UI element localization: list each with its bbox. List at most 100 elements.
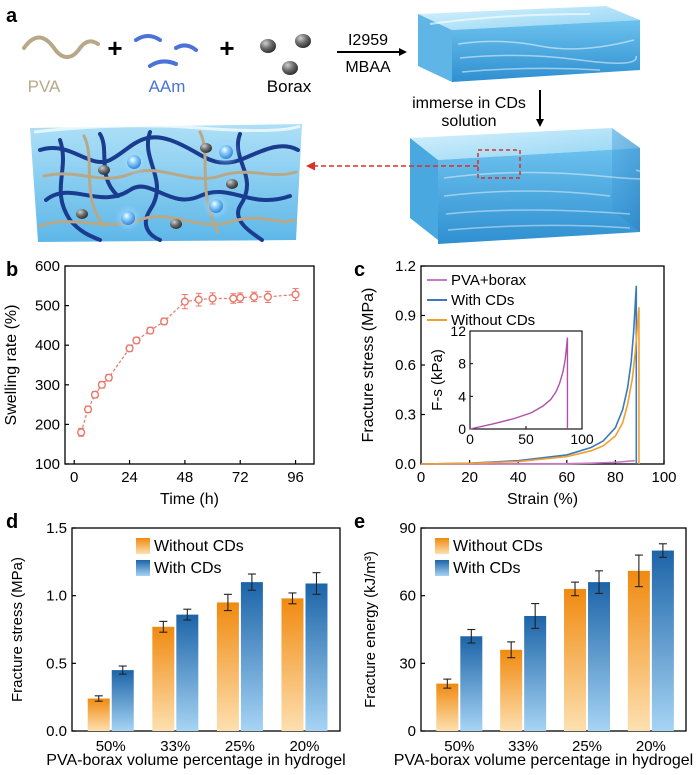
bar [564, 588, 587, 731]
y-tick-label: 60 [399, 588, 416, 605]
category-label: 33% [508, 738, 538, 755]
x-tick-label: 96 [287, 469, 304, 486]
y-tick-label: 200 [35, 416, 60, 433]
plus-sign-2: + [219, 33, 234, 63]
hydrogel-network-zoom [30, 124, 302, 242]
inset-series-line [469, 337, 569, 430]
legend-swatch [435, 538, 449, 554]
chart-e-fracture-energy: e 0 30 60 90 Fracture energy (kJ/m³) 50% 33% 25%… [354, 511, 693, 769]
y-tick-label: 0.6 [395, 357, 416, 374]
legend-label: With CDs [154, 560, 222, 577]
borax-label: Borax [267, 77, 312, 96]
y-axis-label: Fracture stress (MPa) [360, 288, 377, 443]
series-line [420, 285, 638, 465]
data-point [236, 293, 245, 302]
x-tick-label: 40 [510, 469, 527, 486]
data-point [83, 405, 93, 414]
legend-label: With CDs [451, 292, 514, 309]
panel-letter-c: c [354, 259, 365, 281]
chart-d-fracture-stress: d 0.0 0.5 1.0 1.5 Fracture stress (MPa) 50% 33%… [6, 511, 346, 769]
inset-x-tick-label: 50 [518, 431, 534, 447]
data-point [97, 380, 106, 389]
data-point [90, 390, 100, 399]
legend-label: Without CDs [451, 312, 535, 329]
inset-x-tick-label: 100 [570, 431, 594, 447]
data-point [249, 292, 259, 301]
y-tick-label: 30 [399, 655, 416, 672]
zoom-region-box [477, 149, 521, 179]
series-line [420, 307, 640, 465]
x-axis-label: PVA-borax volume percentage in hydrogel [46, 752, 345, 769]
data-point [291, 290, 300, 299]
plot-frame [64, 265, 315, 465]
data-point [194, 295, 203, 304]
category-label: 20% [289, 738, 319, 755]
y-tick-label: 500 [35, 298, 60, 315]
hydrogel-block-cds [410, 128, 653, 244]
bar [152, 626, 175, 731]
bar [216, 602, 239, 731]
y-axis-label: Swelling rate (%) [3, 305, 20, 426]
data-point [77, 428, 86, 437]
panel-letter-d: d [6, 511, 18, 533]
category-label: 33% [160, 738, 190, 755]
bar [627, 570, 650, 731]
plot-frame [420, 527, 687, 732]
bar [111, 670, 134, 731]
y-tick-label: 100 [35, 456, 60, 473]
data-point [263, 292, 272, 301]
data-point [180, 297, 189, 306]
inset-frame [469, 330, 583, 430]
y-axis-label: Fracture stress (MPa) [9, 557, 26, 702]
pva-label: PVA [28, 77, 61, 96]
panel-letter-b: b [6, 259, 18, 281]
x-axis-label: Time (h) [160, 491, 219, 508]
bar [305, 583, 328, 731]
legend-label: With CDs [453, 560, 521, 577]
legend-label: Without CDs [453, 538, 543, 555]
bar [240, 582, 263, 731]
data-point [132, 336, 141, 345]
panel-letter-e: e [354, 511, 365, 533]
data-point [229, 294, 238, 303]
x-tick-label: 80 [607, 469, 624, 486]
pva-chain-icon [22, 35, 100, 59]
data-point [146, 326, 155, 335]
panel-a-schematic: a PVA + AAm + Borax I2959 MBAA [6, 5, 653, 244]
legend-label: Without CDs [154, 538, 244, 555]
y-axis-label: Fracture energy (kJ/m³) [362, 551, 379, 708]
hydrogel-block-top [418, 6, 640, 82]
x-tick-label: 72 [232, 469, 249, 486]
category-label: 50% [444, 738, 474, 755]
aam-monomer-icon [134, 34, 198, 68]
inset-y-tick-label: 4 [458, 388, 466, 404]
legend-label: PVA+borax [451, 272, 527, 289]
inset-y-tick-label: 12 [450, 323, 466, 339]
bar [588, 582, 611, 731]
panel-a-letter: a [6, 5, 18, 27]
category-label: 25% [572, 738, 602, 755]
category-label: 20% [636, 738, 666, 755]
immerse-label-line2: solution [441, 113, 496, 130]
legend-swatch [435, 560, 449, 576]
y-tick-label: 90 [399, 520, 416, 537]
bar [87, 698, 110, 731]
series-line [80, 293, 296, 433]
plus-sign-1: + [107, 33, 122, 63]
y-tick-label: 1.0 [46, 588, 67, 605]
bar [651, 550, 674, 731]
y-tick-label: 0 [408, 723, 416, 740]
legend-swatch [136, 538, 150, 554]
borax-particle-icon [260, 34, 311, 75]
bar [436, 683, 459, 731]
bar [176, 614, 199, 731]
y-tick-label: 1.5 [46, 520, 67, 537]
y-tick-label: 0.9 [395, 308, 416, 325]
initiator-label: I2959 [348, 32, 388, 49]
y-tick-label: 0.0 [395, 456, 416, 473]
x-tick-label: 24 [121, 469, 138, 486]
y-tick-label: 0.0 [46, 723, 67, 740]
data-point [125, 344, 134, 353]
